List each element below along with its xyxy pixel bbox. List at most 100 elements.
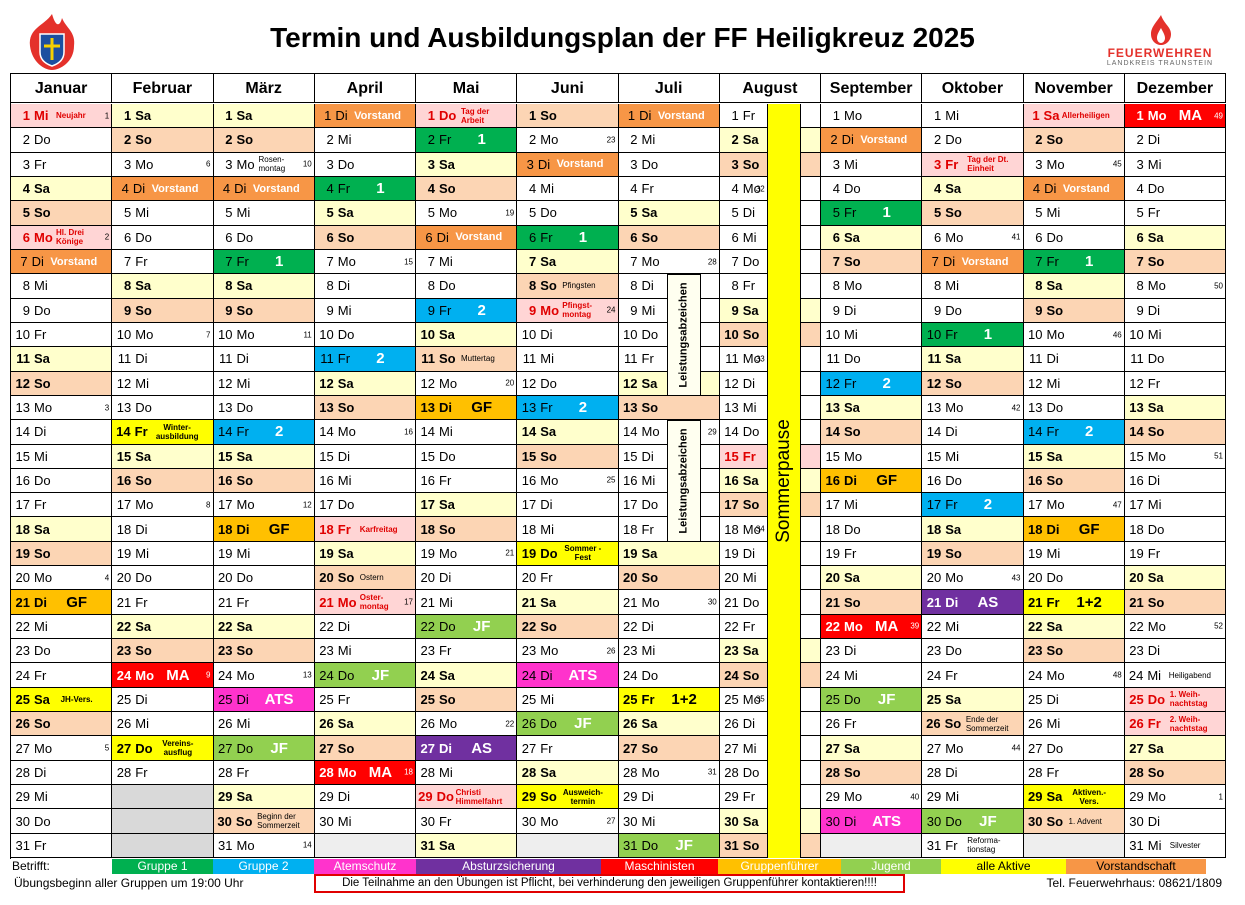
week-number: 47: [1112, 500, 1122, 510]
weekday: Do: [945, 643, 962, 659]
weekday: So: [34, 716, 51, 732]
day-number: 7: [832, 254, 840, 270]
day-cell: [112, 833, 214, 858]
day-number: 15: [319, 448, 334, 464]
day-number: 2: [326, 132, 334, 148]
weekday: Fr: [540, 570, 553, 586]
day-number: 4: [121, 181, 129, 197]
day-cell: 17 Do: [314, 493, 416, 518]
day-cell: 12 Mi: [1023, 371, 1125, 396]
day-number: 4: [1136, 181, 1144, 197]
day-cell: 6 So: [314, 225, 416, 250]
day-cell: 16 Di: [1124, 468, 1226, 494]
weekday: So: [337, 400, 355, 416]
day-cell: 7 Fr 1: [213, 249, 315, 275]
day-cell: 8 Do: [416, 274, 518, 299]
weekday: So: [1046, 643, 1064, 659]
week-number: 26: [606, 646, 616, 656]
day-note: 2. Weih-nachtstag: [1169, 714, 1208, 733]
day-number: 19: [1028, 545, 1043, 561]
day-cell: 29 Sa: [213, 785, 315, 810]
day-number: 23: [724, 643, 739, 659]
weekday: Di: [945, 594, 959, 610]
weekday: Do: [337, 327, 355, 343]
day-number: 16: [420, 472, 435, 488]
day-cell: 27 Di AS: [416, 736, 518, 761]
weekday: Do: [135, 400, 152, 416]
weekday: Sa: [540, 254, 557, 270]
day-number: 10: [926, 327, 942, 343]
day-note: 1+2: [671, 690, 697, 708]
day-cell: 23 So: [213, 639, 315, 664]
weekday: Mi: [34, 618, 48, 634]
day-number: 17: [825, 497, 840, 513]
weekday: Di: [844, 643, 857, 659]
legend-item: Absturzsicherung: [416, 859, 601, 874]
weekday: Sa: [439, 837, 455, 853]
day-note: Vorstand: [354, 109, 401, 122]
weekday: Do: [439, 278, 456, 294]
day-cell: 22 Mo 52: [1124, 614, 1226, 640]
day-number: 31: [623, 837, 638, 853]
week-number: 7: [206, 330, 211, 340]
day-cell: 24 Do: [618, 663, 720, 688]
day-number: 30: [420, 813, 435, 829]
weekday: Do: [641, 837, 659, 853]
day-number: 26: [724, 716, 739, 732]
day-number: 18: [116, 521, 132, 537]
day-note: GF: [66, 593, 88, 611]
day-number: 23: [218, 643, 233, 659]
day-note: JF: [472, 617, 491, 635]
legend-item: Atemschutz: [314, 859, 416, 874]
weekday: Mo: [641, 764, 660, 780]
day-number: 30: [724, 813, 739, 829]
day-number: 29: [1129, 789, 1144, 805]
weekday: Mi: [641, 813, 656, 829]
day-cell: 18 Do: [821, 517, 923, 542]
day-number: 15: [15, 448, 30, 464]
weekday: Fr: [337, 521, 351, 537]
day-number: 7: [731, 254, 739, 270]
day-number: 1: [1136, 108, 1144, 124]
day-cell: 23 Mo 26: [517, 639, 619, 664]
weekday: Di: [234, 181, 247, 197]
week-number: 8: [206, 500, 211, 510]
day-cell: 6 Do: [1023, 225, 1125, 250]
weekday: Do: [1046, 400, 1064, 416]
day-cell: 5 Sa: [314, 201, 416, 226]
day-number: 28: [623, 764, 638, 780]
day-number: 21: [724, 594, 739, 610]
day-cell: 7 Mo 28: [618, 249, 720, 275]
day-number: 12: [623, 375, 638, 391]
day-number: 24: [1028, 667, 1043, 683]
weekday: Sa: [337, 716, 354, 732]
day-number: 24: [926, 667, 942, 683]
day-cell: 5 Do: [517, 201, 619, 226]
day-number: 18: [218, 521, 233, 537]
day-cell: 2 Mo 23: [517, 128, 619, 153]
day-cell: 17 Fr: [11, 493, 113, 518]
day-number: 22: [15, 618, 30, 634]
day-cell: 8 Mo 50: [1124, 274, 1226, 299]
day-number: 13: [724, 400, 739, 416]
day-cell: 14 So: [1124, 420, 1226, 445]
day-number: 12: [420, 375, 435, 391]
weekday: Sa: [236, 108, 253, 124]
weekday: Do: [945, 472, 962, 488]
day-number: 30: [926, 813, 942, 829]
week-number: 41: [1011, 232, 1021, 242]
weekday: Mo: [337, 764, 357, 780]
day-number: 18: [420, 521, 435, 537]
day-cell: 14 So: [821, 420, 923, 445]
day-note: Muttertag: [461, 354, 495, 364]
day-cell: 26 Mi: [213, 712, 315, 737]
week-number: 43: [1011, 573, 1021, 583]
weekday: Do: [34, 132, 51, 148]
day-number: 30: [1129, 813, 1144, 829]
weekday: Di: [540, 327, 553, 343]
day-number: 5: [124, 205, 132, 221]
day-cell: 19 So: [922, 541, 1024, 567]
day-cell: 27 So: [618, 736, 720, 761]
day-cell: 13 Sa: [1124, 395, 1226, 421]
